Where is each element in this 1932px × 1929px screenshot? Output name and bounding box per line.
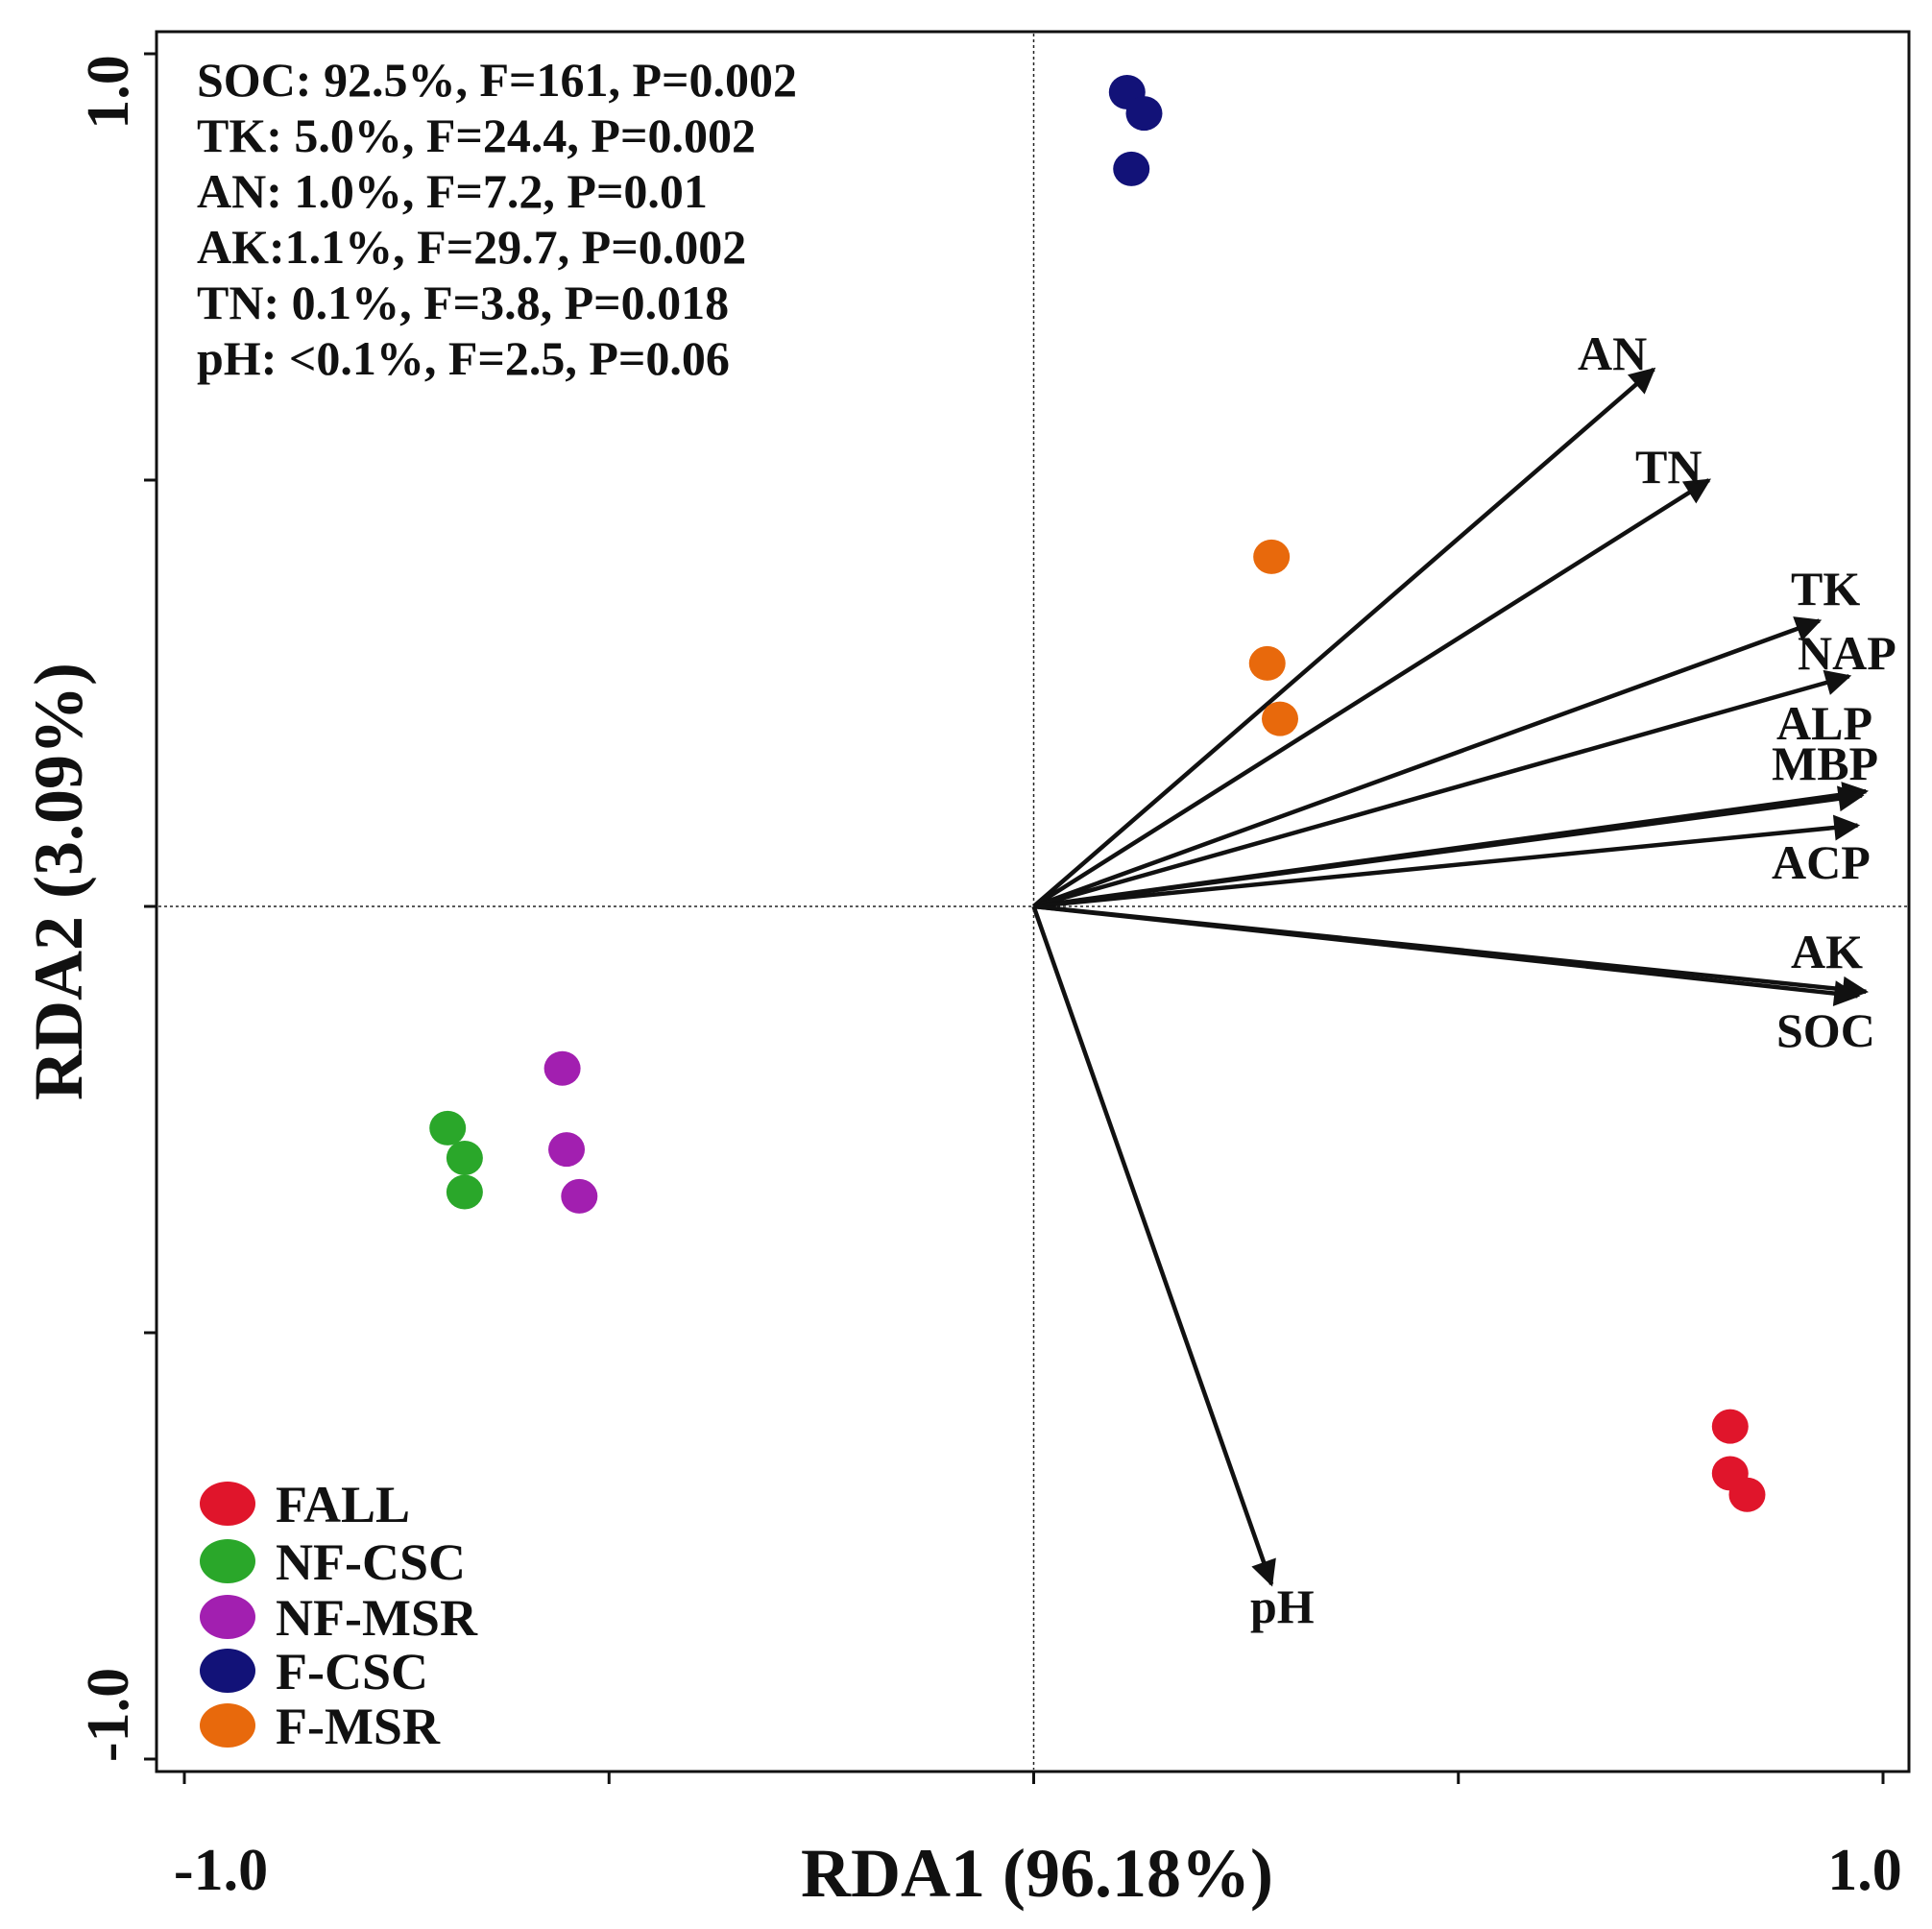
annotation-an: AN: 1.0%, F=7.2, P=0.01	[197, 164, 708, 218]
legend-swatch-fall	[200, 1482, 255, 1526]
point-nf-msr-2	[548, 1132, 585, 1167]
legend-label-fall: FALL	[276, 1476, 410, 1533]
x-axis-title: RDA1 (96.18%)	[801, 1835, 1273, 1912]
vector-arrow-tn	[1034, 480, 1709, 906]
annotation-ak: AK:1.1%, F=29.7, P=0.002	[197, 220, 746, 274]
environmental-vectors	[1034, 370, 1867, 1584]
vector-label-an: AN	[1578, 326, 1647, 380]
vector-label-tn: TN	[1635, 440, 1702, 494]
vector-label-nap: NAP	[1798, 626, 1896, 680]
point-nf-csc-1	[429, 1111, 466, 1145]
legend-swatch-nf-csc	[200, 1539, 255, 1583]
statistics-annotations: SOC: 92.5%, F=161, P=0.002 TK: 5.0%, F=2…	[197, 53, 797, 385]
point-nf-msr-3	[561, 1179, 597, 1214]
vector-labels: AN TN TK NAP ALP MBP ACP AK SOC pH	[1250, 326, 1896, 1633]
vector-label-ak: AK	[1791, 925, 1863, 978]
vector-label-mbp: MBP	[1772, 736, 1878, 790]
legend: FALL NF-CSC NF-MSR F-CSC F-MSR	[200, 1476, 478, 1755]
point-f-msr-3	[1262, 702, 1298, 736]
point-f-csc-3	[1113, 152, 1149, 186]
vector-label-ph: pH	[1250, 1579, 1315, 1633]
vector-label-soc: SOC	[1776, 1003, 1875, 1057]
vector-arrow-soc	[1034, 906, 1858, 996]
y-tick-label-max: 1.0	[76, 55, 141, 130]
vector-arrow-mbp	[1034, 796, 1862, 906]
legend-swatch-nf-msr	[200, 1595, 255, 1639]
vector-arrow-nap	[1034, 676, 1849, 906]
y-tick-label-min: -1.0	[76, 1668, 141, 1762]
point-f-msr-1	[1253, 540, 1290, 574]
vector-label-acp: ACP	[1772, 835, 1871, 889]
point-fall-3	[1728, 1478, 1765, 1512]
vector-arrow-tk	[1034, 621, 1820, 906]
legend-swatch-f-msr	[200, 1703, 255, 1748]
point-nf-msr-1	[544, 1051, 581, 1086]
annotation-tn: TN: 0.1%, F=3.8, P=0.018	[197, 276, 729, 329]
x-tick-label-max: 1.0	[1827, 1838, 1902, 1903]
rda-biplot-chart: -1.0 1.0 1.0 -1.0 RDA1 (96.18%) RDA2 (3.…	[0, 0, 1932, 1929]
annotation-tk: TK: 5.0%, F=24.4, P=0.002	[197, 109, 756, 162]
point-nf-csc-3	[447, 1174, 483, 1209]
point-f-csc-2	[1125, 96, 1162, 131]
annotation-soc: SOC: 92.5%, F=161, P=0.002	[197, 53, 797, 107]
vector-arrow-acp	[1034, 826, 1858, 906]
legend-swatch-f-csc	[200, 1649, 255, 1693]
point-f-msr-2	[1249, 646, 1286, 681]
vector-arrow-an	[1034, 370, 1654, 906]
legend-label-f-csc: F-CSC	[276, 1643, 428, 1700]
legend-label-nf-msr: NF-MSR	[276, 1589, 478, 1647]
x-tick-label-min: -1.0	[174, 1838, 268, 1903]
point-fall-1	[1712, 1410, 1749, 1444]
legend-label-nf-csc: NF-CSC	[276, 1533, 466, 1591]
y-axis-title: RDA2 (3.09%)	[20, 663, 97, 1100]
legend-label-f-msr: F-MSR	[276, 1698, 441, 1755]
annotation-ph: pH: <0.1%, F=2.5, P=0.06	[197, 331, 730, 385]
vector-arrow-ph	[1034, 906, 1272, 1584]
point-nf-csc-2	[447, 1141, 483, 1175]
vector-label-tk: TK	[1791, 562, 1860, 615]
